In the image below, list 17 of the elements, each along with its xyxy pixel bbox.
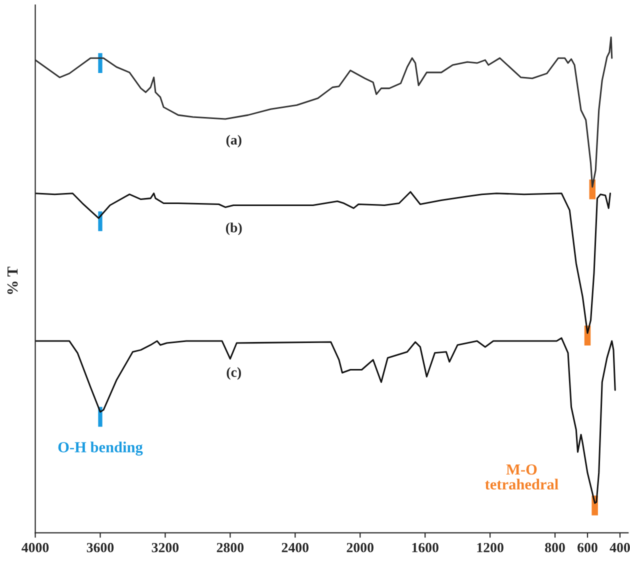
- x-tick-label: 4000: [22, 542, 49, 552]
- x-tick-label: 2800: [216, 542, 244, 552]
- x-tick-label: 800: [545, 542, 565, 552]
- annotation: M-O tetrahedral: [485, 464, 558, 490]
- x-tick-label: 2400: [282, 542, 309, 552]
- x-tick-label: 600: [578, 542, 598, 552]
- x-tick-label: 3200: [152, 542, 179, 552]
- x-tick-label: 1200: [477, 542, 504, 552]
- series-label: (b): [226, 222, 242, 236]
- series-label: (a): [226, 134, 242, 148]
- y-axis-title: % T: [7, 266, 18, 294]
- x-tick-label: 400: [610, 542, 630, 552]
- x-tick-label: 3600: [86, 542, 114, 552]
- x-tick-label: 2000: [346, 542, 374, 552]
- series-label: (c): [226, 367, 241, 380]
- annotation: O-H bending: [58, 442, 143, 456]
- x-tick-label: 1600: [412, 542, 438, 552]
